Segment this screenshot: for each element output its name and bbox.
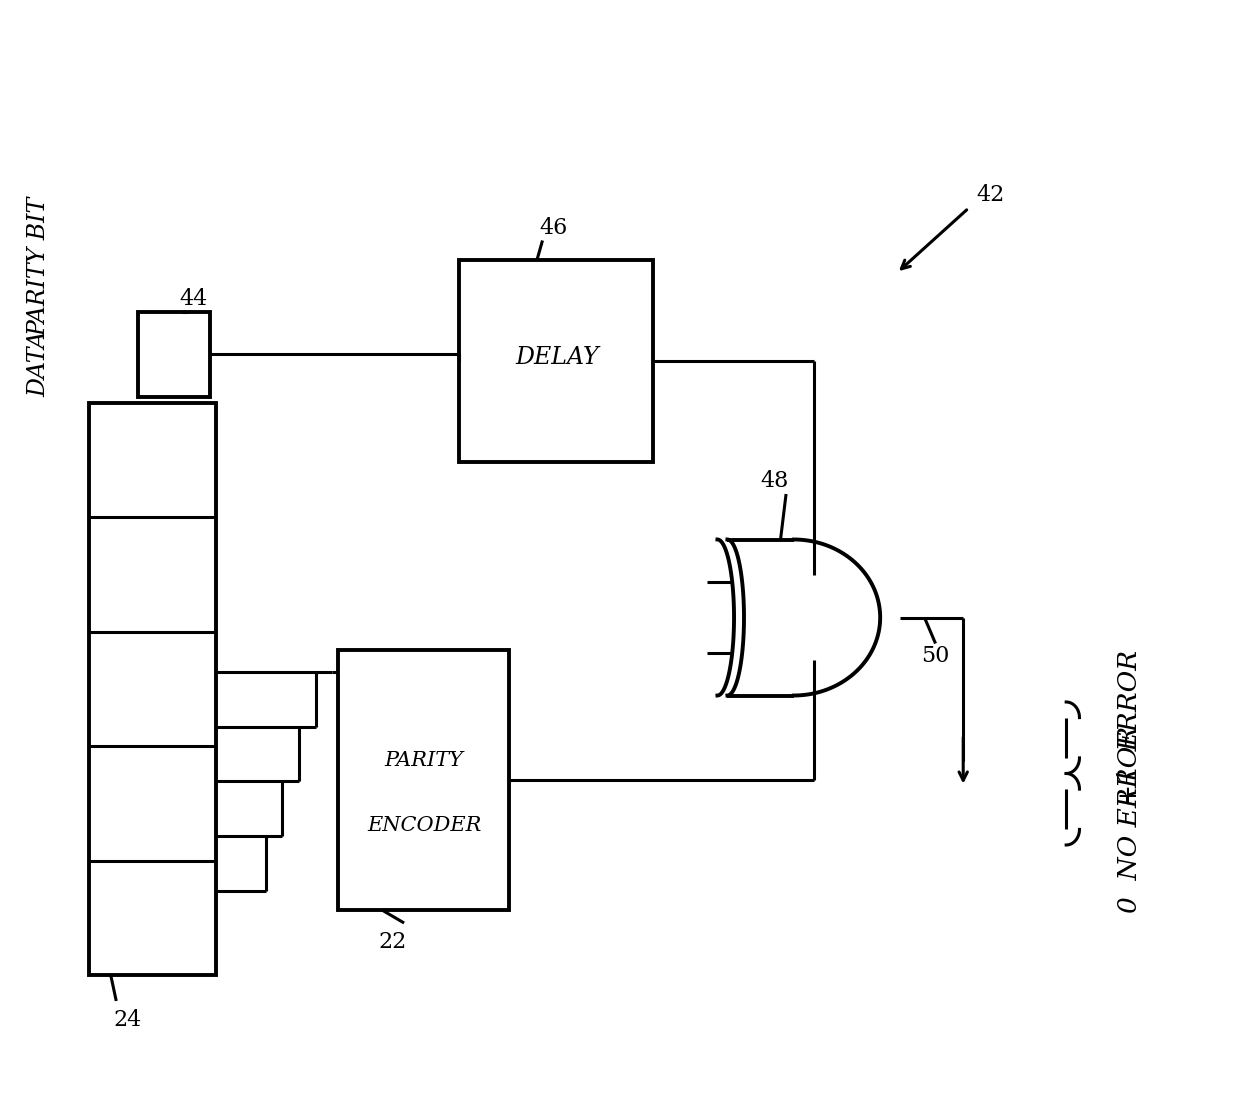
Bar	[460, 260, 653, 462]
Text: PARITY BIT: PARITY BIT	[27, 197, 51, 336]
Text: 44: 44	[180, 288, 208, 311]
Text: 22: 22	[379, 932, 407, 954]
Text: ENCODER: ENCODER	[367, 815, 481, 835]
Text: 0  NO ERROR: 0 NO ERROR	[1117, 726, 1142, 913]
Bar	[139, 312, 211, 397]
Text: 24: 24	[113, 1010, 141, 1031]
Bar	[88, 403, 216, 975]
Bar	[337, 650, 510, 911]
Text: PARITY: PARITY	[384, 751, 464, 770]
Text: 48: 48	[761, 470, 789, 492]
Text: 42: 42	[977, 185, 1004, 206]
Text: DELAY: DELAY	[515, 346, 599, 369]
Text: 46: 46	[539, 217, 568, 239]
Text: +1  ERROR: +1 ERROR	[1117, 650, 1142, 806]
Text: DATA: DATA	[27, 330, 51, 397]
Text: 50: 50	[921, 645, 950, 667]
